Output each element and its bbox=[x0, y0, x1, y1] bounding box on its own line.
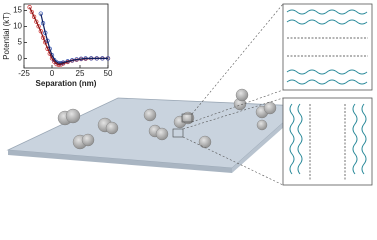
x-tick-label: 0 bbox=[50, 69, 55, 78]
data-point bbox=[38, 29, 43, 34]
y-tick-label: 10 bbox=[13, 22, 22, 31]
fit-line bbox=[40, 13, 108, 64]
x-tick-label: 50 bbox=[104, 69, 113, 78]
x-tick-label: 25 bbox=[76, 69, 85, 78]
data-point bbox=[27, 5, 32, 10]
y-tick-label: 5 bbox=[18, 38, 23, 47]
data-point bbox=[36, 24, 41, 29]
y-axis-title: Potential (kT) bbox=[2, 12, 11, 60]
figure: 0 5 10 15 -25 0 25 50 Separation (nm) Potential (… bbox=[2, 3, 373, 186]
illustration bbox=[6, 3, 373, 186]
y-tick-label: 15 bbox=[13, 6, 22, 15]
plot-frame bbox=[23, 3, 109, 69]
x-axis-title: Separation (nm) bbox=[36, 79, 97, 88]
x-tick-label: -25 bbox=[18, 69, 30, 78]
y-tick-label: 0 bbox=[18, 54, 23, 63]
data-point bbox=[31, 14, 37, 19]
data-point bbox=[29, 9, 34, 15]
data-point bbox=[34, 19, 39, 24]
